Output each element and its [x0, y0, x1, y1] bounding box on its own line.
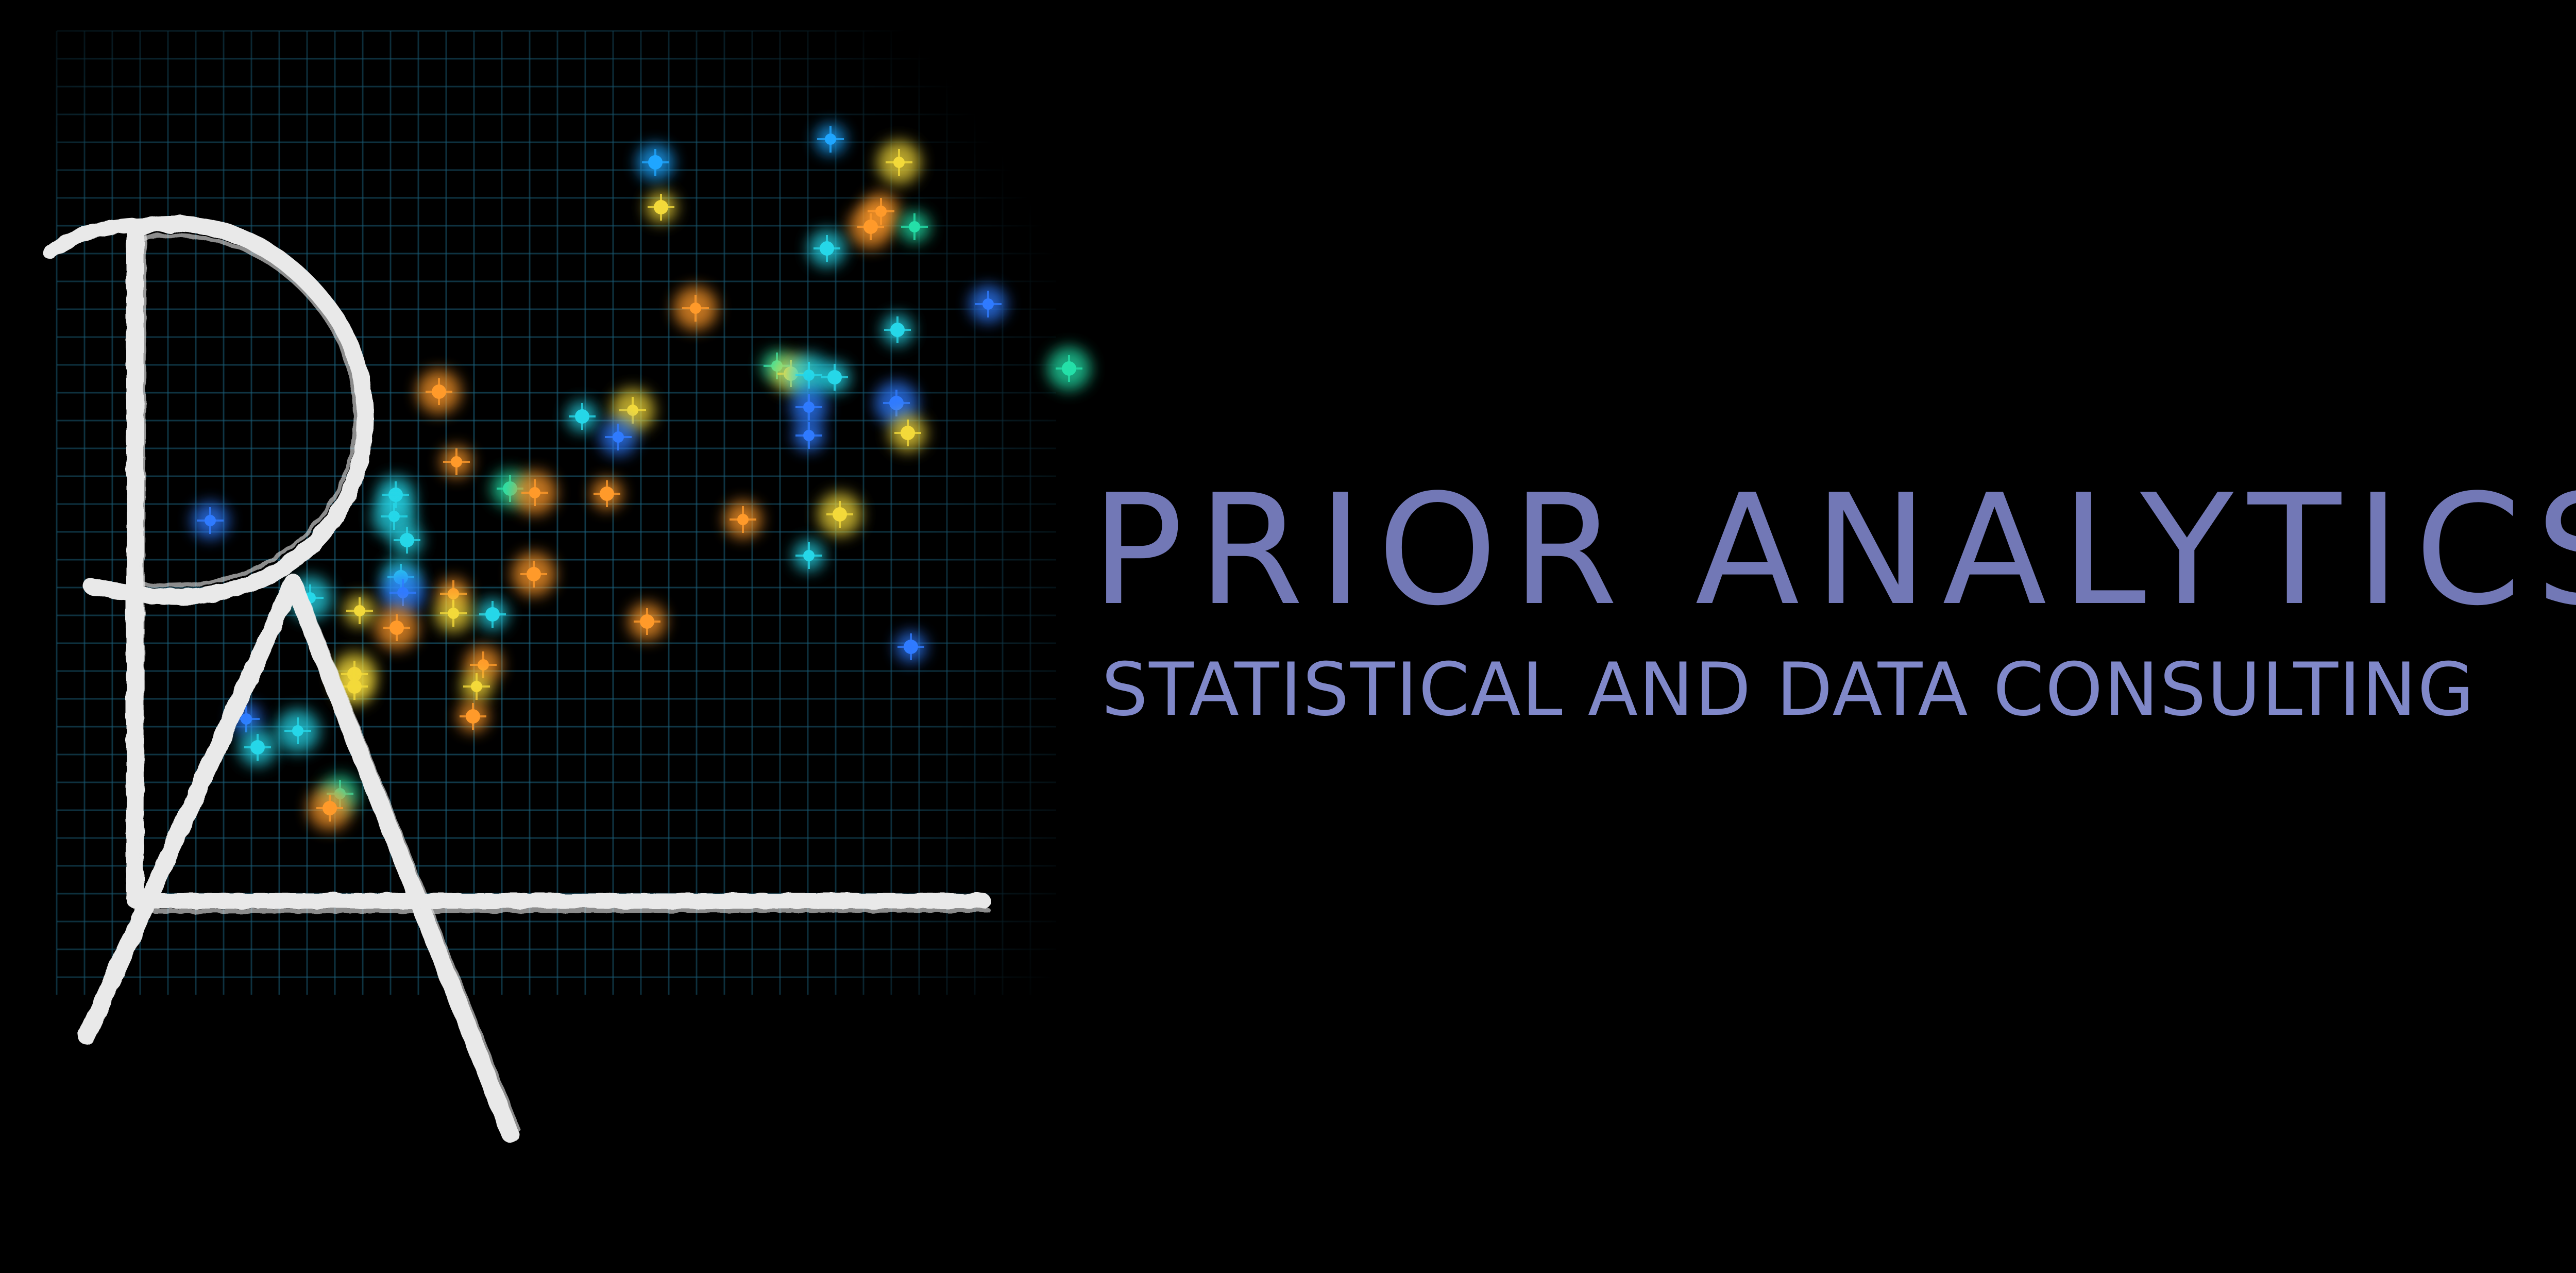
star [600, 418, 637, 456]
star [477, 599, 508, 630]
star [457, 701, 488, 732]
letter-p-bowl-echo [138, 233, 358, 588]
star [787, 354, 831, 397]
star [381, 571, 425, 614]
star [849, 205, 892, 248]
star [591, 478, 622, 509]
star [1047, 347, 1091, 390]
star [513, 471, 556, 514]
star [889, 414, 926, 451]
star [461, 671, 492, 702]
star [344, 595, 375, 626]
star [877, 141, 921, 184]
star [276, 709, 319, 752]
star [441, 446, 472, 477]
star [790, 389, 827, 426]
star [970, 286, 1007, 323]
star [308, 786, 351, 830]
star [375, 606, 418, 649]
star [512, 552, 555, 596]
star [895, 631, 926, 662]
star [808, 230, 845, 267]
star [674, 287, 717, 330]
star [637, 144, 674, 181]
letter-a-left-stroke [78, 574, 301, 1045]
star [793, 420, 824, 451]
brand-tagline: STATISTICAL AND DATA CONSULTING [1101, 647, 2476, 732]
star [417, 370, 461, 413]
brand-title: PRIOR ANALYTICS [1091, 461, 2576, 639]
star [793, 540, 824, 571]
star [239, 729, 276, 766]
star [899, 211, 930, 242]
letter-p-bowl [83, 215, 374, 606]
star [882, 314, 913, 345]
monogram-strokes [43, 215, 991, 1143]
letter-a-right-stroke [284, 574, 519, 1143]
pa-monogram-logo [43, 30, 1091, 1143]
star [435, 595, 472, 632]
scatter-stars [192, 124, 1091, 830]
letter-p-stem-echo [139, 228, 147, 893]
star [815, 124, 846, 155]
star [819, 362, 850, 393]
letter-a-right-echo [301, 590, 520, 1131]
star [724, 501, 761, 538]
star [629, 603, 666, 640]
star [192, 502, 229, 539]
star [646, 192, 676, 223]
star [875, 381, 918, 425]
star [818, 493, 861, 536]
star [392, 525, 422, 556]
baseline-stroke-echo [152, 908, 991, 914]
star [567, 401, 598, 432]
